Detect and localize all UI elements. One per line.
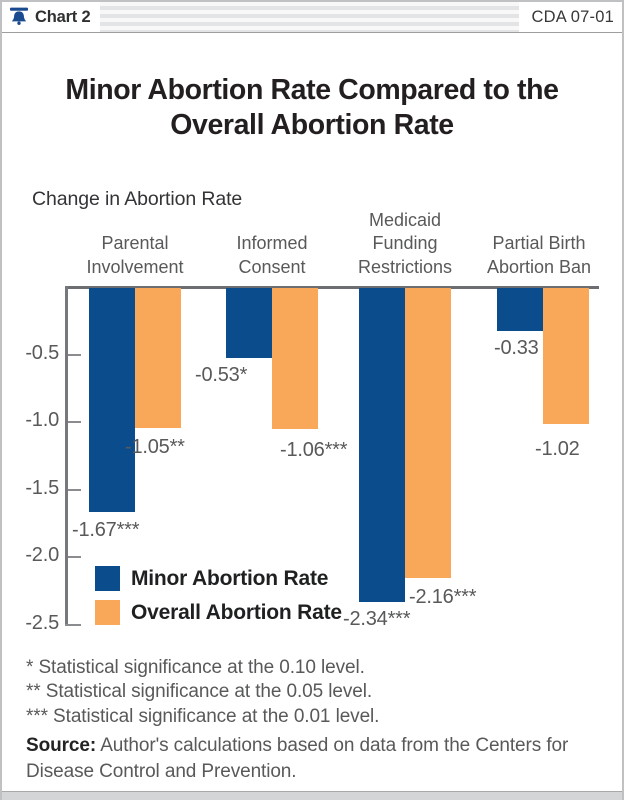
footnotes: * Statistical significance at the 0.10 l… [26,656,379,729]
category-label-medicaid-funding-restrictions: Medicaid Funding Restrictions [357,209,453,277]
x-axis-baseline [65,286,599,289]
axis-heading: Change in Abortion Rate [32,188,243,210]
bar-value-label-2-16: -2.16*** [409,586,477,608]
bar-value-label-1-67: -1.67*** [72,519,140,541]
source-label: Source: [26,735,97,756]
bar-overall-abortion-rate-parental-involvement [135,288,181,428]
category-label-parental-involvement: Parental Involvement [86,233,184,277]
y-axis-tick-label-2-0: -2.0 [25,544,59,567]
header-bar: Chart 2 CDA 07-01 [2,2,622,33]
source-paragraph: Source: Author's calculations based on d… [26,733,612,784]
page-title-line-1: Minor Abortion Rate Compared to the [65,74,559,106]
source-body: Author's calculations based on data from… [26,735,569,782]
legend-item-minor-abortion-rate: Minor Abortion Rate [95,566,342,591]
bar-minor-abortion-rate-medicaid-funding-restrictions [359,288,405,603]
bottom-border-band [2,791,622,800]
header-stripes-decoration [2,2,622,32]
bar-minor-abortion-rate-parental-involvement [89,288,135,512]
y-axis-tick-2-0 [67,556,81,559]
y-axis-tick-label-2-5: -2.5 [25,612,59,634]
bar-overall-abortion-rate-medicaid-funding-restrictions [405,288,451,579]
page-title-line-2: Overall Abortion Rate [170,109,454,141]
legend-label-overall: Overall Abortion Rate [131,600,342,624]
y-axis-line [65,286,68,626]
doc-code-label: CDA 07-01 [531,7,614,26]
legend: Minor Abortion Rate Overall Abortion Rat… [95,566,342,634]
category-label-partial-birth-abortion-ban: Partial Birth Abortion Ban [486,233,592,277]
category-label-informed-consent: Informed Consent [236,233,308,277]
bar-minor-abortion-rate-informed-consent [226,288,272,358]
legend-swatch-minor [95,566,120,591]
bar-value-label-1-06: -1.06*** [280,439,348,461]
y-axis-tick-label-1-0: -1.0 [25,409,59,432]
bar-overall-abortion-rate-partial-birth-abortion-ban [543,288,589,424]
y-axis-tick-1-5 [67,488,81,491]
bar-value-label-0-33: -0.33 [494,337,539,359]
bar-overall-abortion-rate-informed-consent [272,288,318,430]
liberty-bell-icon [8,6,30,28]
chart-number-label: Chart 2 [35,7,91,26]
legend-item-overall-abortion-rate: Overall Abortion Rate [95,600,342,625]
y-axis-tick-0-5 [67,353,81,356]
header-left: Chart 2 [2,2,101,32]
y-axis-tick-label-0-5: -0.5 [25,341,59,364]
y-axis-tick-label-1-5: -1.5 [25,476,59,499]
legend-label-minor: Minor Abortion Rate [131,566,329,590]
bar-value-label-0-53: -0.53* [195,364,248,386]
footnote-line-1: * Statistical significance at the 0.10 l… [26,657,365,678]
y-axis-tick-2-5 [65,624,81,626]
bar-value-label-1-05: -1.05** [125,436,185,458]
y-axis-tick-1-0 [67,421,81,424]
header-right: CDA 07-01 [519,2,622,32]
bar-minor-abortion-rate-partial-birth-abortion-ban [497,288,543,331]
bar-value-label-2-34: -2.34*** [343,608,411,630]
bar-value-label-1-02: -1.02 [535,438,580,460]
footnote-line-2: ** Statistical significance at the 0.05 … [26,681,373,703]
legend-swatch-overall [95,600,120,625]
footnote-line-3: *** Statistical significance at the 0.01… [26,705,380,727]
